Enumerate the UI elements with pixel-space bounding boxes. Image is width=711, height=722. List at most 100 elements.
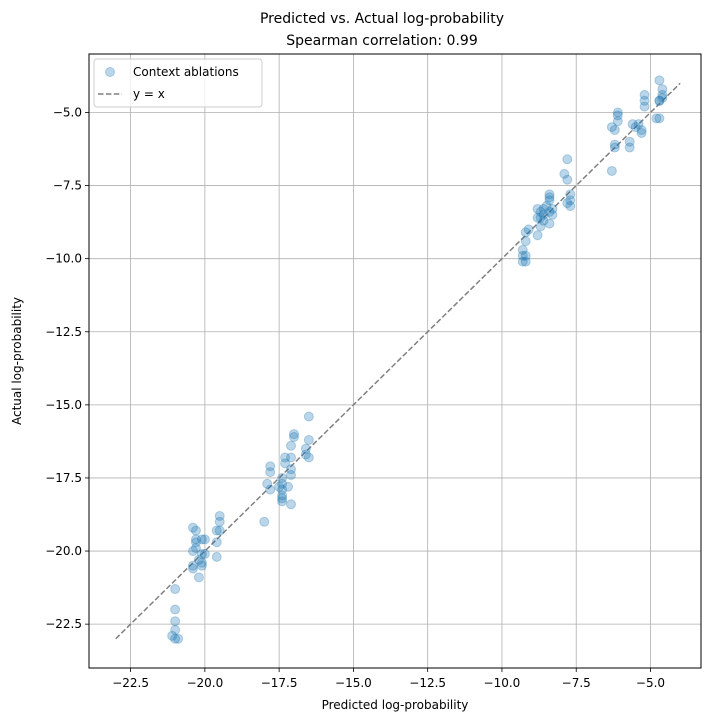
scatter-point xyxy=(606,122,617,133)
scatter-point xyxy=(211,525,222,536)
x-tick-label: −7.5 xyxy=(562,676,591,690)
scatter-point xyxy=(627,119,638,130)
scatter-point xyxy=(517,244,528,255)
scatter-point xyxy=(544,189,555,200)
y-tick-label: −5.0 xyxy=(53,105,82,119)
scatter-point xyxy=(303,452,314,463)
scatter-point xyxy=(562,154,573,165)
scatter-point xyxy=(657,92,668,103)
scatter-point xyxy=(538,203,549,214)
scatter-point xyxy=(544,195,555,206)
scatter-point xyxy=(535,212,546,223)
plot-area xyxy=(89,54,701,668)
x-tick-label: −15.0 xyxy=(335,676,372,690)
scatter-point xyxy=(654,75,665,86)
legend: Context ablations y = x xyxy=(93,58,263,108)
scatter-point xyxy=(547,203,558,214)
legend-label-context-ablations: Context ablations xyxy=(133,65,239,79)
x-tick-label: −17.5 xyxy=(261,676,298,690)
scatter-point xyxy=(193,572,204,583)
scatter-point xyxy=(651,113,662,124)
y-tick-label: −20.0 xyxy=(45,544,82,558)
scatter-point xyxy=(654,95,665,106)
scatter-point xyxy=(609,139,620,150)
y-axis-label: Actual log-probability xyxy=(10,297,24,425)
y-tick-label: −12.5 xyxy=(45,325,82,339)
scatter-point xyxy=(286,452,297,463)
scatter-point xyxy=(633,119,644,130)
scatter-point xyxy=(624,136,635,147)
scatter-point xyxy=(187,522,198,533)
scatter-point xyxy=(535,206,546,217)
scatter-point xyxy=(199,534,210,545)
scatter-point xyxy=(657,84,668,95)
scatter-point xyxy=(565,201,576,212)
scatter-point xyxy=(288,432,299,443)
scatter-point xyxy=(170,584,181,595)
scatter-point xyxy=(214,510,225,521)
scatter-point xyxy=(541,201,552,212)
scatter-point xyxy=(624,142,635,153)
scatter-point xyxy=(286,499,297,510)
chart-title: Predicted vs. Actual log-probability xyxy=(260,11,504,27)
scatter-point xyxy=(517,250,528,261)
scatter-point xyxy=(199,548,210,559)
scatter-point xyxy=(520,250,531,261)
scatter-point xyxy=(283,481,294,492)
scatter-point xyxy=(277,493,288,504)
reference-line-layer xyxy=(115,82,681,640)
x-tick-label: −5.0 xyxy=(636,676,665,690)
scatter-point xyxy=(300,443,311,454)
scatter-point xyxy=(606,165,617,176)
scatter-point xyxy=(523,224,534,235)
scatter-point xyxy=(654,95,665,106)
x-tick-label: −22.5 xyxy=(112,676,149,690)
scatter-point xyxy=(211,551,222,562)
scatter-point xyxy=(173,633,184,644)
scatter-point xyxy=(544,206,555,217)
scatter-point xyxy=(612,110,623,121)
legend-label-y-equals-x: y = x xyxy=(133,87,165,101)
legend-marker-context-ablations xyxy=(105,67,115,77)
y-tick-label: −10.0 xyxy=(45,252,82,266)
scatter-point xyxy=(187,563,198,574)
scatter-point xyxy=(520,227,531,238)
scatter-point xyxy=(170,616,181,627)
scatter-point xyxy=(303,411,314,422)
scatter-point xyxy=(612,116,623,127)
scatter-point xyxy=(190,543,201,554)
scatter-point xyxy=(280,452,291,463)
scatter-point xyxy=(196,548,207,559)
x-axis-label: Predicted log-probability xyxy=(322,698,469,712)
scatter-point xyxy=(544,218,555,229)
scatter-point xyxy=(262,478,273,489)
scatter-point xyxy=(288,429,299,440)
scatter-point xyxy=(639,95,650,106)
scatter-point xyxy=(303,434,314,445)
scatter-point xyxy=(277,490,288,501)
scatter-point xyxy=(630,122,641,133)
scatter-point xyxy=(196,557,207,568)
scatter-point xyxy=(193,554,204,565)
scatter-point xyxy=(265,484,276,495)
scatter-point xyxy=(280,458,291,469)
scatter-point xyxy=(565,189,576,200)
grid-lines xyxy=(89,54,701,668)
scatter-point xyxy=(277,478,288,489)
scatter-point xyxy=(657,89,668,100)
scatter-point xyxy=(562,198,573,209)
plot-frame xyxy=(88,53,702,669)
scatter-points xyxy=(167,75,668,644)
scatter-point xyxy=(187,546,198,557)
scatter-point xyxy=(609,125,620,136)
scatter-point xyxy=(532,230,543,241)
scatter-point xyxy=(187,560,198,571)
x-tick-label: −10.0 xyxy=(484,676,521,690)
scatter-point xyxy=(532,212,543,223)
scatter-point xyxy=(259,516,270,527)
reference-line-y-equals-x xyxy=(115,82,681,640)
scatter-point xyxy=(190,525,201,536)
scatter-point xyxy=(286,470,297,481)
scatter-point xyxy=(170,604,181,615)
scatter-point xyxy=(639,101,650,112)
